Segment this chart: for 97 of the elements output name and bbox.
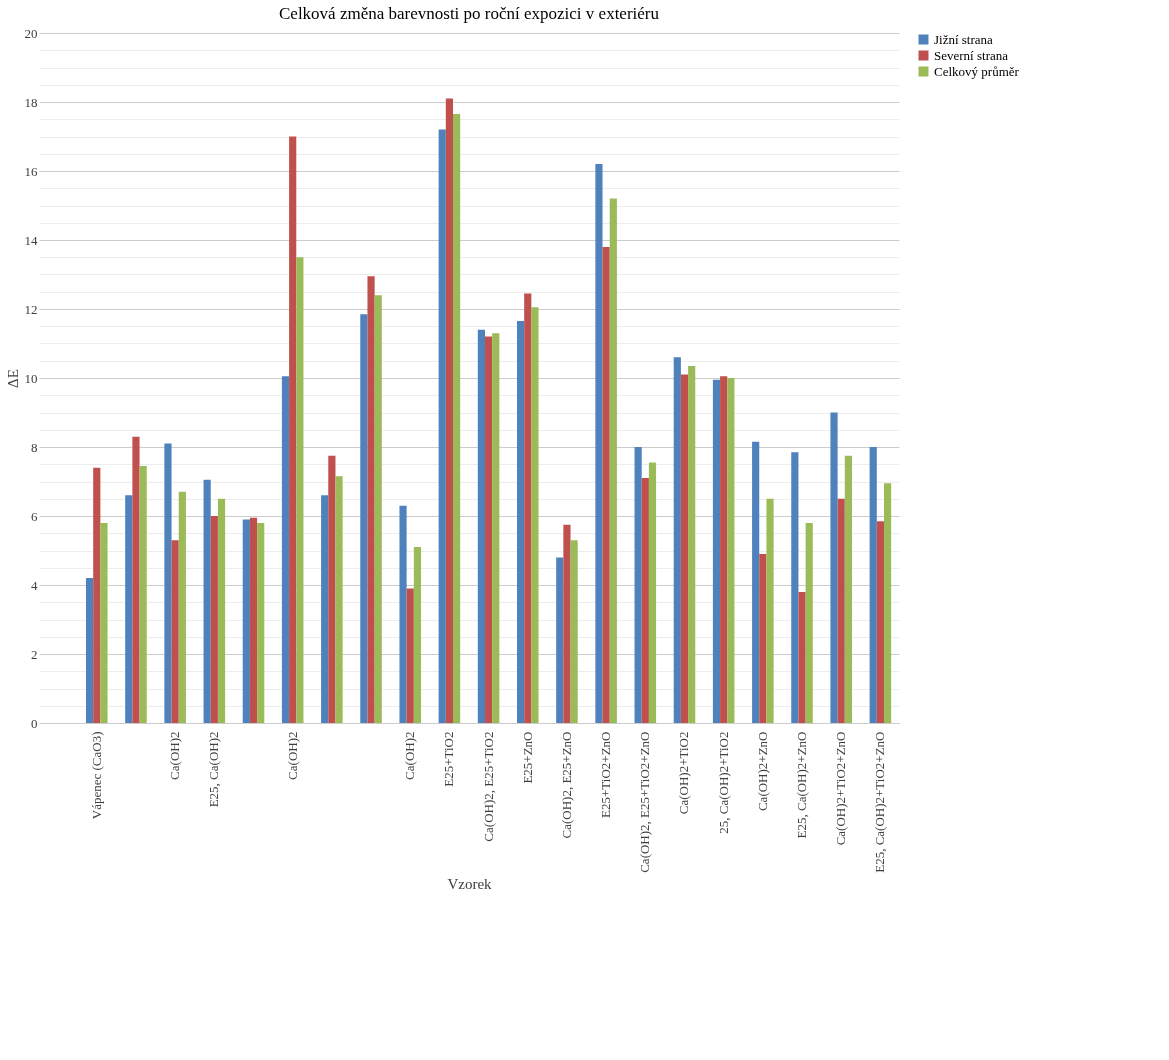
x-tick-label: Ca(OH)2, E25+ZnO (558, 731, 574, 839)
legend-label: Severní strana (934, 47, 1009, 63)
bar (374, 295, 382, 723)
bar (673, 357, 681, 723)
bar (876, 521, 884, 723)
bar (524, 293, 532, 723)
bar (86, 578, 94, 723)
bar (93, 467, 101, 723)
y-tick-label: 10 (24, 370, 38, 386)
bar (438, 129, 446, 723)
x-tick-label: Ca(OH)2 (402, 731, 418, 780)
bar (321, 495, 329, 723)
bar (100, 522, 108, 723)
y-tick-label: 16 (24, 163, 38, 179)
bar (595, 164, 603, 723)
bar (132, 436, 140, 723)
bar (641, 478, 649, 723)
x-axis-title: Vzorek (447, 875, 493, 892)
x-tick-label: Ca(OH)2+TiO2 (676, 731, 692, 815)
y-tick-label: 0 (31, 715, 38, 731)
bar (844, 455, 852, 723)
bar (171, 540, 179, 723)
bar (688, 365, 696, 723)
bar (798, 591, 806, 723)
bar (367, 276, 375, 723)
x-tick-label: Ca(OH)2, E25+TiO2+ZnO (637, 731, 653, 873)
chart-title: Celková změna barevnosti po roční expozici v exteriéru (279, 4, 660, 23)
bar (837, 498, 845, 723)
x-tick-label: Ca(OH)2 (284, 731, 300, 780)
bar (805, 522, 813, 723)
bar (335, 476, 343, 723)
bar (556, 557, 564, 723)
bar (791, 452, 799, 723)
bar (869, 447, 877, 723)
bar (217, 498, 226, 723)
bar (517, 321, 525, 723)
bar (648, 462, 657, 723)
bar (360, 314, 368, 723)
x-tick-label: 25, Ca(OH)2+TiO2 (715, 731, 731, 834)
bar (531, 307, 539, 723)
bar (477, 329, 485, 723)
y-tick-label: 4 (31, 577, 38, 593)
x-tick-label: E25, Ca(OH)2 (206, 731, 222, 808)
bar (125, 495, 133, 723)
x-tick-label: Ca(OH)2+ZnO (754, 731, 770, 812)
bar (328, 455, 336, 723)
bar (602, 246, 610, 723)
bar (492, 333, 500, 723)
bar (178, 491, 186, 723)
bar (485, 336, 493, 723)
x-tick-label: Ca(OH)2 (167, 731, 183, 780)
y-axis-title: ΔE (4, 369, 21, 388)
bar (712, 379, 721, 723)
legend-label: Celkový průměr (934, 63, 1020, 79)
bar (634, 447, 642, 723)
y-tick-label: 18 (24, 94, 38, 110)
y-tick-label: 20 (24, 25, 38, 41)
bar (139, 465, 147, 723)
bar (563, 524, 571, 723)
bar (257, 522, 265, 723)
y-tick-label: 12 (24, 301, 38, 317)
x-tick-label: E25+TiO2 (441, 731, 457, 787)
bar (727, 378, 735, 723)
bar (296, 257, 304, 723)
bar (210, 516, 218, 723)
y-tick-label: 6 (31, 508, 38, 524)
bar (289, 136, 297, 723)
bar (203, 479, 211, 723)
bar (164, 443, 172, 723)
x-tick-label: Ca(OH)2+TiO2+ZnO (833, 731, 849, 846)
bar (249, 517, 258, 723)
x-tick-label: Vápenec (CaO3) (88, 731, 104, 820)
x-tick-label: Ca(OH)2, E25+TiO2 (480, 731, 496, 842)
bar (720, 376, 728, 723)
bar (759, 553, 767, 723)
x-tick-label: E25+ZnO (519, 731, 535, 784)
y-tick-label: 8 (31, 439, 38, 455)
bar (883, 483, 892, 723)
bar (445, 98, 453, 723)
bar (752, 441, 760, 723)
bar (453, 114, 461, 723)
legend-label: Jižní strana (934, 31, 994, 47)
x-tick-label: E25, Ca(OH)2+ZnO (794, 731, 810, 839)
bar (766, 498, 774, 723)
bar (570, 540, 578, 723)
bar (281, 376, 290, 723)
bar (830, 412, 838, 723)
x-tick-label: E25, Ca(OH)2+TiO2+ZnO (872, 731, 888, 873)
bar (413, 547, 421, 723)
bar (406, 588, 414, 723)
x-tick-label: E25+TiO2+ZnO (598, 731, 614, 818)
bar (680, 374, 689, 723)
y-tick-label: 2 (31, 646, 38, 662)
bar (609, 198, 617, 723)
y-tick-label: 14 (24, 232, 38, 248)
bar (242, 519, 250, 723)
bar (399, 505, 407, 723)
